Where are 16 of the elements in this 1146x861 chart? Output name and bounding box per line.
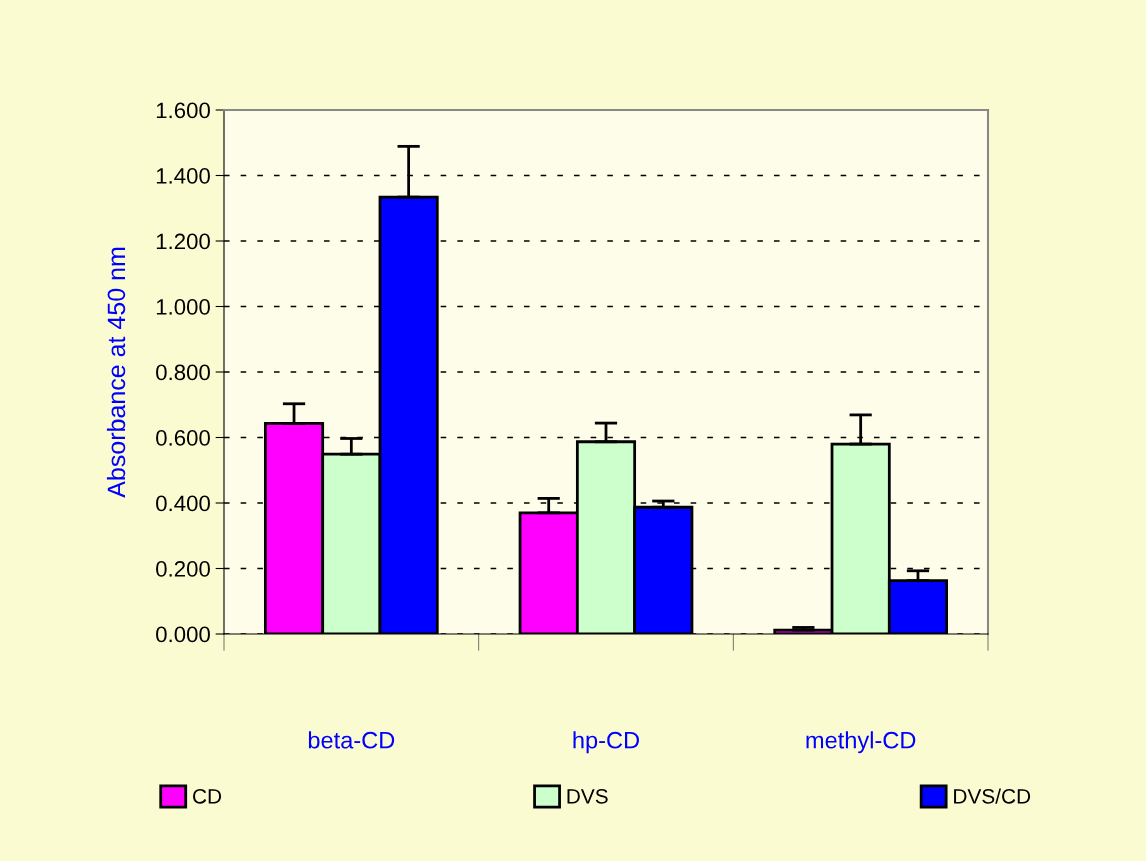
y-tick-label: 1.200 — [156, 233, 210, 250]
y-tick-label: 0.400 — [156, 495, 210, 512]
y-tick-label: 1.000 — [156, 299, 210, 315]
y-tick-label: 1.400 — [156, 168, 210, 184]
y-tick-label: 0.200 — [156, 561, 210, 577]
y-axis-title: Absorbance at 450 nm — [106, 247, 126, 498]
y-tick-label: 0.600 — [156, 430, 210, 446]
y-tick-label: 1.600 — [156, 102, 210, 119]
legend-label: CD — [193, 788, 222, 804]
x-tick-label: methyl-CD — [806, 731, 916, 754]
y-tick-label: 0.000 — [156, 626, 210, 643]
legend-label: DVS — [567, 788, 608, 804]
y-tick-label: 0.800 — [156, 364, 210, 381]
x-tick-label: beta-CD — [308, 731, 395, 749]
x-tick-label: hp-CD — [573, 731, 639, 754]
legend-label: DVS/CD — [954, 788, 1031, 804]
